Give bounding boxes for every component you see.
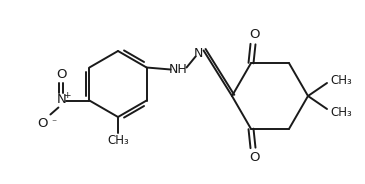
Text: N: N (57, 93, 66, 106)
Text: CH₃: CH₃ (330, 105, 352, 118)
Text: CH₃: CH₃ (107, 135, 129, 148)
Text: +: + (63, 91, 70, 100)
Text: O: O (249, 28, 259, 41)
Text: O: O (56, 68, 67, 81)
Text: ⁻: ⁻ (51, 118, 56, 128)
Text: NH: NH (169, 63, 188, 76)
Text: CH₃: CH₃ (330, 73, 352, 86)
Text: N: N (194, 47, 203, 60)
Text: O: O (37, 117, 48, 130)
Text: O: O (249, 151, 259, 164)
